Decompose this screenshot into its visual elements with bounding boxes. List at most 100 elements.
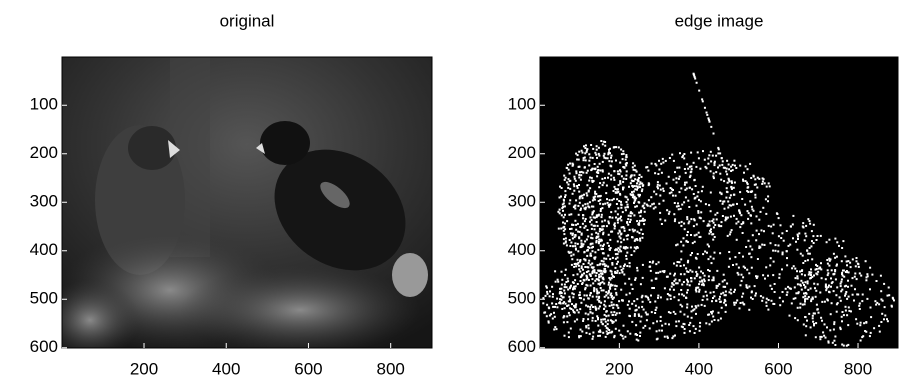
edge-dot [714, 164, 716, 166]
edge-dot [721, 193, 723, 195]
edge-dot [566, 167, 568, 169]
edge-dot [615, 160, 617, 162]
edge-dot [613, 170, 615, 172]
edge-dot [623, 153, 625, 155]
edge-dot [619, 180, 621, 182]
edge-dot [749, 245, 751, 247]
edge-dot [601, 221, 603, 223]
edge-dot [807, 289, 809, 291]
edge-dot [797, 234, 799, 236]
edge-dot [812, 235, 814, 237]
edge-dot [669, 157, 671, 159]
edge-dot [587, 297, 589, 299]
edge-dot [813, 224, 815, 226]
edge-dot [847, 280, 849, 282]
edge-dot [770, 242, 772, 244]
edge-dot [582, 205, 584, 207]
edge-dot [714, 161, 716, 163]
edge-dot [599, 195, 601, 197]
edge-dot [702, 272, 704, 274]
edge-dot [681, 326, 683, 328]
edge-dot [561, 292, 563, 294]
edge-dot [570, 242, 572, 244]
edge-dot [587, 249, 589, 251]
edge-dot [786, 264, 788, 266]
edge-dot [596, 290, 598, 292]
edge-dot [740, 284, 742, 286]
edge-dot [611, 296, 613, 298]
edge-dot [686, 218, 688, 220]
edge-dot [592, 270, 594, 272]
edge-dot [616, 285, 618, 287]
edge-dot [836, 241, 838, 243]
edge-dot [612, 298, 614, 300]
edge-dot [640, 283, 642, 285]
edge-dot [613, 190, 615, 192]
edge-dot [804, 295, 806, 297]
edge-dot [587, 318, 589, 320]
edge-dot [570, 255, 572, 257]
edge-dot [625, 178, 627, 180]
edge-dot [566, 220, 568, 222]
edge-dot [555, 303, 557, 305]
edge-dot [821, 301, 823, 303]
edge-dot [607, 323, 609, 325]
edge-dot [641, 306, 643, 308]
edge-dot [711, 300, 713, 302]
edge-dot [726, 168, 728, 170]
edge-dot [736, 263, 738, 265]
edge-dot [620, 207, 622, 209]
edge-dot [603, 258, 605, 260]
edge-dot [680, 265, 682, 267]
edge-dot [618, 200, 620, 202]
edge-dot [611, 155, 613, 157]
edge-dot [580, 174, 582, 176]
edge-dot [615, 292, 617, 294]
edge-dot [582, 197, 584, 199]
edge-dot [858, 266, 860, 268]
edge-dot [812, 321, 814, 323]
edge-dot [567, 187, 569, 189]
edge-dot [624, 248, 626, 250]
edge-dot [602, 184, 604, 186]
edge-dot [741, 280, 743, 282]
edge-dot [865, 279, 867, 281]
edge-dot [627, 206, 629, 208]
edge-dot [580, 240, 582, 242]
edge-dot [754, 295, 756, 297]
edge-dot [593, 210, 595, 212]
edge-dot [880, 290, 882, 292]
edge-dot [673, 311, 675, 313]
edge-dot [597, 166, 599, 168]
edge-dot [734, 289, 736, 291]
edge-dot [577, 205, 579, 207]
edge-dot [800, 280, 802, 282]
edge-dot [598, 270, 600, 272]
edge-dot [566, 305, 568, 307]
edge-dot [684, 182, 686, 184]
edge-dot [709, 323, 711, 325]
edge-dot [698, 157, 700, 159]
edge-dot [769, 285, 771, 287]
edge-dot [557, 279, 559, 281]
edge-dot [625, 294, 627, 296]
edge-dot [639, 174, 641, 176]
edge-dot [585, 144, 587, 146]
edge-dot [590, 311, 592, 313]
edge-dot [612, 314, 614, 316]
edge-dot [754, 194, 756, 196]
edge-dot [837, 302, 839, 304]
edge-dot [613, 177, 615, 179]
edge-dot [576, 319, 578, 321]
edge-dot [582, 217, 584, 219]
edge-dot [749, 200, 751, 202]
edge-dot [623, 325, 625, 327]
edge-dot [565, 237, 567, 239]
edge-dot [599, 305, 601, 307]
edge-dot [761, 244, 763, 246]
edge-dot [631, 303, 633, 305]
edge-dot [588, 279, 590, 281]
edge-dot [705, 322, 707, 324]
edge-dot [701, 98, 703, 100]
edge-dot [625, 159, 627, 161]
